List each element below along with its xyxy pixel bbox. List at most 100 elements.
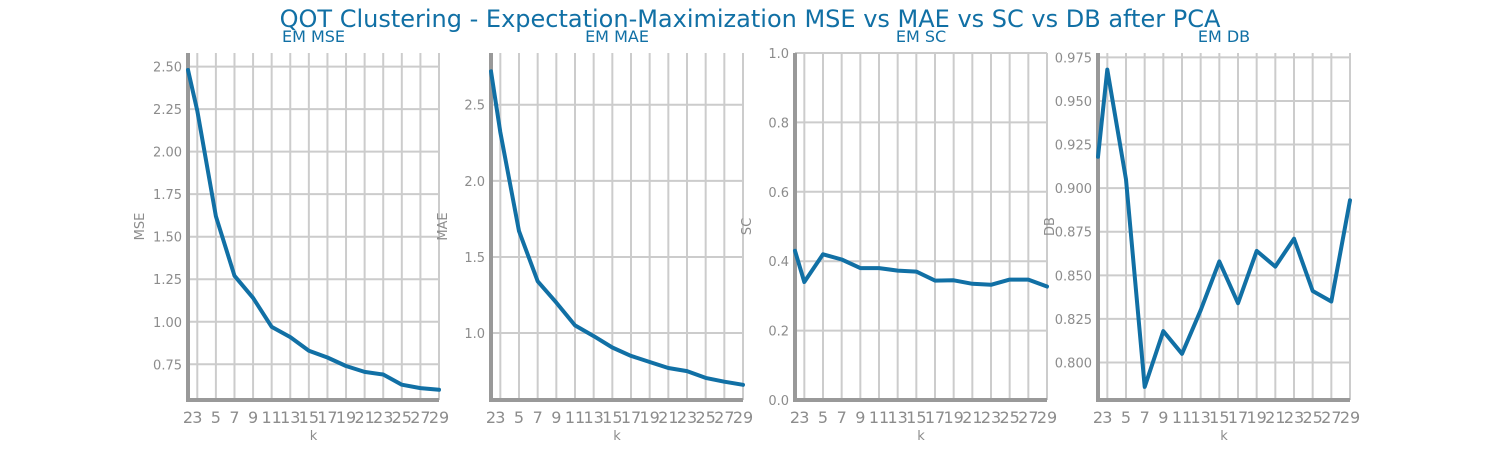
x-tick-label: 21 [1265, 408, 1285, 427]
y-tick-label: 2.0 [464, 175, 485, 190]
y-tick-label: 0.800 [1055, 357, 1092, 372]
x-tick-label: 19 [943, 408, 963, 427]
x-tick-label: 21 [354, 408, 374, 427]
subplot-4: 2 3 5 7 9 111315171921232527290.8000.8250.850… [1043, 27, 1360, 444]
x-tick-label: 19 [639, 408, 659, 427]
x-tick-label: 5 [1121, 408, 1131, 427]
y-tick-label: 1.0 [464, 327, 485, 342]
x-axis-label: k [917, 429, 925, 444]
x-tick-label: 13 [1190, 408, 1210, 427]
x-tick-label: 2 [183, 408, 193, 427]
y-tick-label: 0.825 [1055, 313, 1092, 328]
x-tick-label: 19 [336, 408, 356, 427]
x-tick-label: 2 [1093, 408, 1103, 427]
x-tick-label: 11 [1172, 408, 1192, 427]
x-tick-label: 19 [1246, 408, 1266, 427]
subplot-2: 2 3 5 7 9 111315171921232527291.01.52.02.5EM … [436, 27, 753, 444]
y-tick-label: 0.950 [1055, 95, 1092, 110]
x-tick-label: 7 [229, 408, 239, 427]
x-axis-label: k [613, 429, 621, 444]
y-tick-label: 0.6 [768, 186, 789, 201]
subplot-3: 2 3 5 7 9 111315171921232527290.00.20.40.60.8… [740, 27, 1057, 444]
x-tick-label: 29 [733, 408, 753, 427]
y-axis-label: MSE [133, 213, 148, 241]
series-line [489, 69, 745, 387]
series-line [186, 68, 441, 392]
x-tick-label: 23 [981, 408, 1001, 427]
x-tick-label: 21 [962, 408, 982, 427]
x-tick-label: 3 [799, 408, 809, 427]
x-tick-label: 3 [192, 408, 202, 427]
x-tick-label: 9 [1158, 408, 1168, 427]
y-tick-label: 1.75 [153, 188, 182, 203]
y-tick-label: 1.5 [464, 251, 485, 266]
x-tick-label: 15 [906, 408, 926, 427]
y-axis-label: DB [1043, 217, 1058, 236]
y-tick-label: 0.875 [1055, 226, 1092, 241]
y-tick-label: 0.850 [1055, 269, 1092, 284]
x-tick-label: 2 [790, 408, 800, 427]
y-tick-label: 0.0 [768, 394, 789, 409]
y-tick-label: 2.5 [464, 99, 485, 114]
x-tick-label: 3 [495, 408, 505, 427]
x-tick-label: 11 [261, 408, 281, 427]
x-tick-label: 5 [818, 408, 828, 427]
x-tick-label: 21 [658, 408, 678, 427]
subplot-title: EM SC [896, 27, 946, 46]
x-tick-label: 17 [317, 408, 337, 427]
x-tick-label: 23 [1284, 408, 1304, 427]
y-tick-label: 0.75 [153, 358, 182, 373]
x-tick-label: 3 [1102, 408, 1112, 427]
y-axis-label: SC [740, 218, 755, 235]
y-tick-label: 1.00 [153, 316, 182, 331]
x-axis-label: k [1220, 429, 1228, 444]
x-tick-label: 13 [583, 408, 603, 427]
y-axis-label: MAE [436, 212, 451, 240]
x-tick-label: 5 [211, 408, 221, 427]
x-tick-label: 13 [887, 408, 907, 427]
y-tick-label: 1.50 [153, 231, 182, 246]
y-tick-label: 1.25 [153, 273, 182, 288]
y-tick-label: 0.2 [768, 325, 789, 340]
x-tick-label: 27 [410, 408, 430, 427]
subplot-1: 2 3 5 7 9 111315171921232527290.751.001.251.5… [133, 27, 449, 444]
x-tick-label: 27 [714, 408, 734, 427]
x-tick-label: 15 [602, 408, 622, 427]
x-tick-label: 25 [1302, 408, 1322, 427]
x-tick-label: 27 [1321, 408, 1341, 427]
x-tick-label: 29 [429, 408, 449, 427]
x-tick-label: 15 [1209, 408, 1229, 427]
y-tick-label: 2.00 [153, 146, 182, 161]
x-tick-label: 23 [373, 408, 393, 427]
x-tick-label: 25 [392, 408, 412, 427]
x-tick-label: 29 [1340, 408, 1360, 427]
x-tick-label: 17 [1228, 408, 1248, 427]
x-axis-label: k [310, 429, 318, 444]
figure-title: QOT Clustering - Expectation-Maximizatio… [279, 5, 1221, 33]
x-tick-label: 15 [299, 408, 319, 427]
y-tick-label: 0.925 [1055, 139, 1092, 154]
series-line [793, 248, 1049, 289]
x-tick-label: 9 [551, 408, 561, 427]
y-tick-label: 2.25 [153, 103, 182, 118]
y-tick-label: 0.4 [768, 255, 789, 270]
x-tick-label: 17 [925, 408, 945, 427]
x-tick-label: 2 [486, 408, 496, 427]
y-tick-label: 2.50 [153, 61, 182, 76]
x-tick-label: 7 [837, 408, 847, 427]
y-tick-label: 0.8 [768, 116, 789, 131]
x-tick-label: 5 [514, 408, 524, 427]
series-line [1096, 67, 1352, 389]
x-tick-label: 27 [1018, 408, 1038, 427]
x-tick-label: 29 [1037, 408, 1057, 427]
subplot-title: EM DB [1198, 27, 1250, 46]
subplot-title: EM MAE [585, 27, 649, 46]
y-tick-label: 0.900 [1055, 182, 1092, 197]
x-tick-label: 25 [695, 408, 715, 427]
y-tick-label: 1.0 [768, 47, 789, 62]
x-tick-label: 25 [999, 408, 1019, 427]
x-tick-label: 17 [621, 408, 641, 427]
y-tick-label: 0.975 [1055, 51, 1092, 66]
